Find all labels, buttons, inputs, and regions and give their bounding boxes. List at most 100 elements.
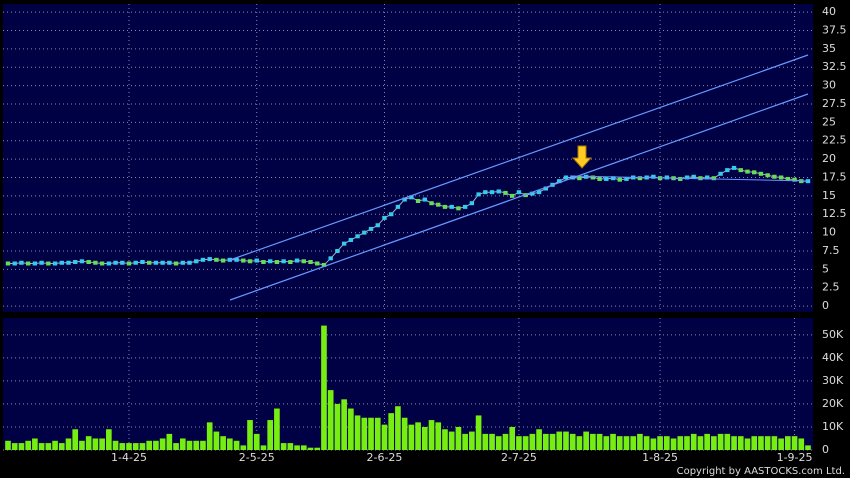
volume-bar bbox=[435, 422, 442, 450]
price-marker bbox=[106, 261, 112, 266]
price-marker bbox=[126, 261, 132, 266]
price-marker bbox=[133, 260, 138, 265]
price-marker bbox=[496, 189, 501, 194]
price-marker bbox=[725, 168, 730, 173]
price-marker bbox=[39, 260, 44, 265]
price-marker bbox=[510, 193, 515, 198]
volume-bar bbox=[657, 436, 663, 450]
volume-bar bbox=[287, 443, 294, 450]
volume-bar bbox=[253, 433, 260, 450]
volume-bar bbox=[522, 436, 529, 450]
volume-bar bbox=[314, 447, 321, 450]
price-marker bbox=[52, 261, 58, 266]
price-marker bbox=[422, 197, 428, 202]
price-marker bbox=[664, 175, 670, 180]
price-marker bbox=[227, 257, 233, 262]
volume-bar bbox=[778, 438, 784, 450]
volume-bar bbox=[643, 436, 650, 450]
volume-bar bbox=[798, 438, 805, 450]
price-marker bbox=[543, 186, 549, 191]
trend-line bbox=[569, 175, 809, 182]
volume-bar bbox=[72, 429, 79, 450]
volume-bar bbox=[590, 433, 596, 450]
volume-bar bbox=[731, 436, 737, 450]
price-marker bbox=[187, 260, 192, 265]
volume-bar bbox=[368, 417, 374, 450]
price-marker bbox=[409, 195, 414, 200]
price-marker bbox=[483, 190, 488, 195]
price-marker bbox=[758, 171, 764, 176]
volume-bar bbox=[58, 443, 65, 450]
volume-bar bbox=[650, 438, 657, 450]
volume-bar bbox=[200, 440, 206, 450]
price-panel bbox=[3, 4, 813, 312]
y-tick-label: 25 bbox=[822, 115, 836, 128]
volume-bar bbox=[724, 433, 731, 450]
volume-bar bbox=[85, 436, 92, 450]
volume-bar bbox=[704, 433, 710, 450]
price-marker bbox=[140, 260, 145, 265]
price-marker bbox=[489, 190, 495, 195]
volume-bar bbox=[805, 445, 811, 450]
volume-bar bbox=[45, 443, 52, 450]
price-marker bbox=[214, 257, 219, 262]
copyright: Copyright by AASTOCKS.com Ltd. bbox=[677, 466, 845, 477]
y-tick-label: 40 bbox=[822, 5, 836, 18]
price-marker bbox=[577, 176, 582, 181]
volume-bar bbox=[751, 436, 758, 450]
volume-bar bbox=[153, 440, 159, 450]
volume-bar bbox=[193, 440, 200, 450]
price-marker bbox=[718, 171, 723, 176]
price-marker bbox=[294, 258, 300, 263]
volume-bar bbox=[354, 415, 361, 450]
volume-bar bbox=[785, 436, 791, 450]
volume-bar bbox=[549, 433, 556, 450]
price-marker bbox=[173, 261, 179, 266]
arrow-marker bbox=[571, 145, 593, 169]
volume-bar bbox=[495, 436, 502, 450]
volume-bar bbox=[11, 443, 18, 450]
y-tick-label: 35 bbox=[822, 42, 836, 55]
price-marker bbox=[402, 197, 407, 202]
volume-bar bbox=[106, 429, 112, 450]
volume-bar bbox=[112, 440, 119, 450]
volume-bar bbox=[684, 436, 690, 450]
volume-bar bbox=[166, 433, 173, 450]
price-marker bbox=[66, 260, 71, 265]
volume-bar bbox=[18, 443, 25, 450]
y-tick-label: 15 bbox=[822, 189, 836, 202]
price-marker bbox=[321, 262, 327, 267]
y-tick-label: 20K bbox=[822, 397, 844, 410]
volume-bar bbox=[173, 443, 179, 450]
price-marker bbox=[604, 176, 609, 181]
volume-bar bbox=[455, 426, 462, 450]
price-marker bbox=[247, 259, 253, 264]
price-marker bbox=[752, 170, 757, 175]
y-tick-label: 10K bbox=[822, 420, 844, 433]
price-marker bbox=[73, 260, 78, 265]
volume-bar bbox=[294, 445, 300, 450]
price-marker bbox=[267, 259, 273, 264]
price-marker bbox=[563, 175, 569, 180]
y-tick-label: 30 bbox=[822, 79, 836, 92]
volume-bar bbox=[764, 436, 771, 450]
price-marker bbox=[765, 173, 770, 178]
price-marker bbox=[597, 176, 602, 181]
volume-bar bbox=[637, 433, 643, 450]
price-marker bbox=[25, 261, 31, 266]
price-marker bbox=[503, 190, 508, 195]
volume-bar bbox=[233, 440, 240, 450]
volume-bar bbox=[213, 431, 220, 450]
volume-bar bbox=[576, 436, 583, 450]
price-marker bbox=[388, 212, 394, 217]
price-marker bbox=[59, 260, 64, 265]
price-marker bbox=[167, 260, 172, 265]
volume-bar bbox=[92, 438, 99, 450]
price-marker bbox=[241, 258, 246, 263]
volume-bar bbox=[274, 408, 280, 450]
volume-bar bbox=[374, 417, 381, 450]
price-marker bbox=[180, 260, 185, 265]
price-marker bbox=[415, 199, 421, 204]
price-marker bbox=[207, 257, 212, 262]
